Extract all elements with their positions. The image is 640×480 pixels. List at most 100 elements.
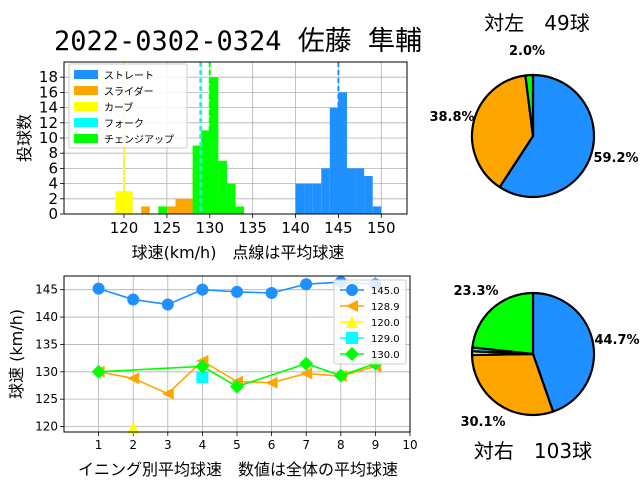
data-point-changeup: [230, 379, 244, 394]
y-tick-label: 4: [48, 175, 58, 193]
x-tick-label: 4: [199, 438, 207, 452]
x-tick-label: 145: [324, 219, 353, 237]
legend-marker-fork: [346, 332, 358, 344]
x-tick-label: 125: [153, 219, 182, 237]
chart-title: 2022-0302-0324 佐藤 隼輔: [54, 26, 422, 57]
legend-swatch-changeup: [74, 134, 98, 143]
y-tick-label: 2: [48, 190, 58, 208]
histogram-bar-slider: [175, 198, 185, 214]
y-tick-label: 140: [35, 310, 58, 324]
y-tick-label: 12: [39, 114, 58, 132]
data-point-straight: [127, 293, 140, 306]
data-point-slider: [265, 376, 278, 389]
plot-frame: [63, 275, 411, 433]
y-tick-label: 125: [35, 392, 58, 406]
pie-title: 対右 103球: [474, 439, 592, 463]
x-tick-label: 135: [238, 219, 267, 237]
plot-frame: [63, 61, 408, 215]
y-tick-label: 6: [48, 159, 58, 177]
histogram-bar-slider: [184, 198, 193, 214]
data-point-changeup: [299, 356, 314, 371]
x-tick-label: 130: [195, 219, 224, 237]
data-point-straight: [161, 298, 174, 311]
histogram-bar-straight: [304, 183, 313, 214]
histogram-bar-straight: [312, 183, 322, 214]
y-tick-label: 135: [35, 337, 58, 351]
y-tick-label: 18: [39, 68, 58, 86]
pie-slice-straight: [498, 73, 596, 199]
legend-label-fork: 129.0: [371, 334, 400, 345]
histogram-bar-curve: [124, 191, 133, 214]
data-point-slider: [161, 387, 174, 400]
legend-swatch-straight: [74, 70, 98, 79]
histogram-bar-changeup: [201, 130, 210, 214]
pie-label-slider: 38.8%: [429, 110, 474, 125]
y-axis-label: 球速 (km/h): [7, 309, 26, 399]
y-tick-label: 16: [39, 83, 58, 101]
legend-marker-curve: [346, 316, 358, 328]
histogram-bar-curve: [115, 191, 125, 214]
x-axis-label: イニング別平均球速 数値は全体の平均球速: [78, 460, 398, 479]
pie-title: 対左 49球: [484, 11, 589, 35]
x-tick-label: 1: [95, 438, 103, 452]
y-tick-label: 120: [35, 420, 58, 434]
y-tick-label: 14: [39, 99, 58, 117]
pie-label-changeup: 23.3%: [453, 284, 498, 299]
legend-label-curve: カーブ: [104, 101, 133, 114]
data-point-straight: [265, 286, 278, 299]
legend-label-slider: 128.9: [371, 302, 400, 313]
y-axis-label: 投球数: [15, 114, 34, 162]
data-point-straight: [300, 278, 313, 291]
pie-label-slider: 30.1%: [460, 415, 505, 430]
x-axis-label: 球速(km/h) 点線は平均球速: [132, 243, 345, 262]
data-point-curve: [127, 421, 140, 434]
pie-slice-slider: [470, 74, 535, 189]
legend-box: [68, 63, 188, 149]
data-point-slider: [127, 372, 140, 385]
histogram-bar-slider: [141, 206, 150, 214]
legend-marker-changeup: [345, 347, 359, 361]
data-point-straight: [231, 285, 243, 298]
pie-slice-slider: [470, 352, 555, 417]
data-point-slider: [300, 367, 313, 380]
x-tick-label: 120: [110, 219, 139, 237]
histogram-bar-changeup: [209, 77, 219, 214]
pie-slice-changeup: [524, 73, 535, 138]
x-tick-label: 8: [337, 438, 345, 452]
data-point-straight: [196, 283, 209, 296]
histogram-bar-straight: [372, 206, 382, 214]
histogram-bar-changeup: [235, 206, 245, 214]
x-tick-label: 9: [372, 438, 380, 452]
histogram-bar-straight: [295, 183, 305, 214]
legend-marker-straight: [346, 284, 358, 296]
y-tick-label: 0: [48, 205, 58, 223]
histogram-bar-straight: [329, 107, 339, 214]
x-tick-label: 2: [129, 438, 137, 452]
data-point-changeup: [91, 364, 106, 379]
legend-label-curve: 120.0: [371, 318, 400, 329]
line-legend: 145.0 128.9 120.0 129.0 130.0: [333, 279, 407, 365]
histogram-bar-straight: [355, 168, 365, 214]
data-point-changeup: [333, 368, 348, 383]
histogram-bar-straight: [346, 168, 356, 214]
pie-label-changeup: 2.0%: [509, 44, 545, 59]
pie-label-straight: 59.2%: [593, 151, 638, 166]
x-tick-label: 3: [164, 438, 172, 452]
inning-line-chart: 1 2 3 4 5 6 7 8 9 10 120 125 130 135 140 145 イニング別平均球速 数…: [7, 275, 418, 479]
histogram-bar-changeup: [218, 160, 227, 214]
legend-marker-slider: [346, 300, 358, 312]
x-tick-label: 7: [302, 438, 310, 452]
x-tick-label: 5: [233, 438, 241, 452]
pie-vs-right: 44.7% 30.1% 23.3% 対右 103球: [453, 284, 639, 463]
legend-label-fork: フォーク: [104, 118, 144, 130]
legend-label-straight: ストレート: [104, 71, 154, 82]
legend-swatch-slider: [74, 86, 98, 95]
pie-slice-changeup: [471, 291, 535, 356]
x-tick-label: 150: [367, 219, 396, 237]
legend-label-straight: 145.0: [371, 286, 400, 297]
histogram-bar-slider: [166, 206, 176, 214]
data-point-changeup: [195, 359, 210, 374]
x-tick-label: 10: [402, 438, 417, 452]
